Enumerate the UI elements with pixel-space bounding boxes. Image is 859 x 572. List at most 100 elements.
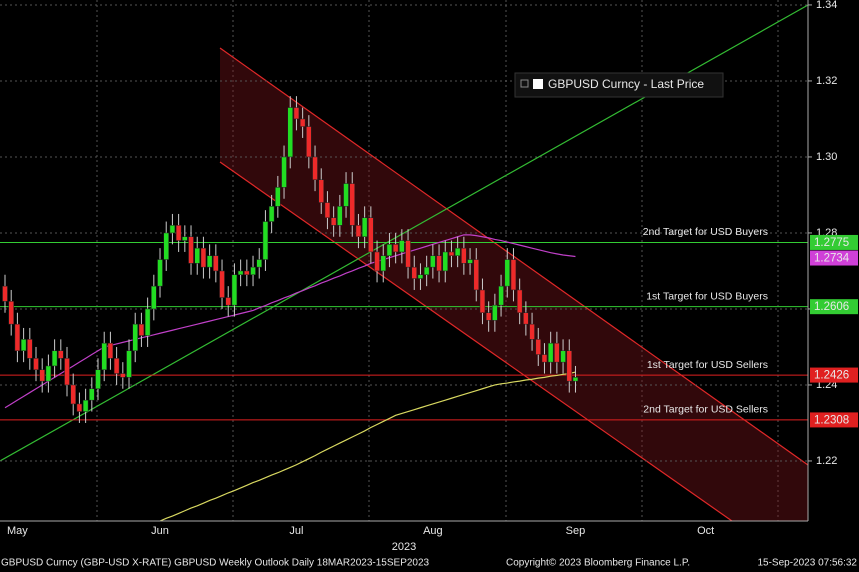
- candle-body: [337, 206, 343, 226]
- candle-body: [535, 339, 541, 355]
- level-label: 1st Target for USD Sellers: [647, 359, 768, 371]
- candle-body: [281, 156, 287, 188]
- candle-body: [45, 365, 52, 382]
- price-tag-label: 1.2734: [814, 253, 850, 265]
- candle-body: [101, 342, 107, 371]
- price-tag-label: 1.2606: [814, 301, 849, 313]
- candle-body: [374, 251, 380, 272]
- price-tag: [810, 367, 858, 383]
- x-tick-label: Jun: [151, 525, 169, 537]
- candle-body: [448, 251, 455, 256]
- candle-body: [306, 126, 312, 158]
- candle-body: [423, 266, 430, 276]
- candle-body: [225, 297, 231, 306]
- level-label: 1st Target for USD Buyers: [646, 290, 768, 302]
- price-tag: [810, 234, 858, 250]
- x-axis-label: 2023: [392, 541, 416, 553]
- y-tick-label: 1.34: [816, 0, 837, 11]
- candle-body: [287, 107, 293, 158]
- average-line: [159, 371, 576, 522]
- candle-body: [572, 377, 579, 382]
- candle-body: [461, 247, 467, 264]
- candle-body: [504, 259, 510, 287]
- candle-body: [231, 274, 238, 306]
- candle-body: [405, 240, 411, 268]
- legend-swatch: [533, 79, 543, 89]
- candle-body: [58, 350, 64, 359]
- candle-body: [318, 179, 324, 203]
- candle-body: [467, 259, 473, 264]
- x-tick-label: Jul: [289, 525, 303, 537]
- candle-body: [392, 244, 399, 253]
- candle-body: [157, 259, 163, 287]
- candle-body: [430, 255, 436, 268]
- marks: [0, 4, 808, 522]
- y-tick-label: 1.22: [816, 455, 837, 467]
- candle-body: [516, 289, 523, 314]
- candle-body: [213, 255, 219, 272]
- candle-body: [399, 240, 405, 253]
- candle-body: [14, 323, 21, 352]
- candle-body: [324, 202, 331, 218]
- candle-body: [361, 217, 368, 237]
- candle-body: [442, 251, 448, 272]
- candle-body: [275, 187, 281, 207]
- footer-right: 15-Sep-2023 07:56:32: [757, 558, 857, 569]
- candle-body: [566, 350, 573, 382]
- legend-label: GBPUSD Curncy - Last Price: [548, 77, 704, 91]
- candle-body: [262, 221, 269, 260]
- candle-body: [485, 312, 492, 321]
- candle-body: [312, 156, 318, 180]
- x-tick-label: Aug: [423, 525, 443, 537]
- footer-left: GBPUSD Curncy (GBP-USD X-RATE) GBPUSD We…: [1, 558, 430, 569]
- y-tick-label: 1.32: [816, 75, 837, 87]
- candle-body: [169, 225, 176, 234]
- candle-body: [454, 247, 461, 256]
- candle-body: [206, 255, 213, 268]
- candle-body: [64, 358, 70, 386]
- candle-body: [268, 206, 275, 222]
- price-tag: [810, 299, 858, 315]
- candle-body: [20, 339, 27, 352]
- candle-body: [237, 270, 244, 276]
- candle-body: [380, 255, 386, 272]
- x-tick-label: Oct: [697, 525, 714, 537]
- candle-body: [560, 350, 566, 363]
- candle-body: [188, 236, 194, 264]
- candle-body: [51, 350, 58, 367]
- candle-body: [386, 244, 393, 256]
- candle-body: [200, 247, 207, 268]
- candle-body: [479, 289, 486, 314]
- channel-upper: [219, 47, 809, 466]
- candle-body: [2, 285, 8, 302]
- candle-body: [250, 266, 256, 276]
- price-tag: [810, 250, 858, 266]
- candle-body: [182, 236, 188, 241]
- candle-body: [144, 308, 151, 336]
- level-label: 2nd Target for USD Buyers: [643, 226, 768, 238]
- legend-toggle: [520, 79, 529, 88]
- candle-body: [411, 266, 417, 279]
- candle-body: [349, 183, 355, 226]
- candle-body: [473, 259, 479, 291]
- candle-body: [256, 259, 262, 268]
- candle-body: [76, 403, 83, 412]
- candle-body: [498, 285, 504, 306]
- candle-body: [120, 373, 126, 378]
- price-tag-label: 1.2308: [814, 414, 849, 426]
- candle-body: [194, 247, 200, 264]
- footer-center: Copyright© 2023 Bloomberg Finance L.P.: [506, 558, 690, 569]
- candle-body: [541, 354, 548, 363]
- candle-body: [330, 217, 337, 226]
- candle-body: [554, 342, 560, 363]
- legend-box: [514, 72, 724, 98]
- candle-body: [95, 369, 101, 390]
- candle-body: [82, 399, 89, 412]
- average-line: [4, 234, 576, 409]
- candle-body: [70, 384, 76, 405]
- candle-body: [523, 312, 529, 325]
- candle-body: [343, 183, 349, 207]
- candle-body: [33, 358, 39, 371]
- candle-body: [293, 107, 300, 120]
